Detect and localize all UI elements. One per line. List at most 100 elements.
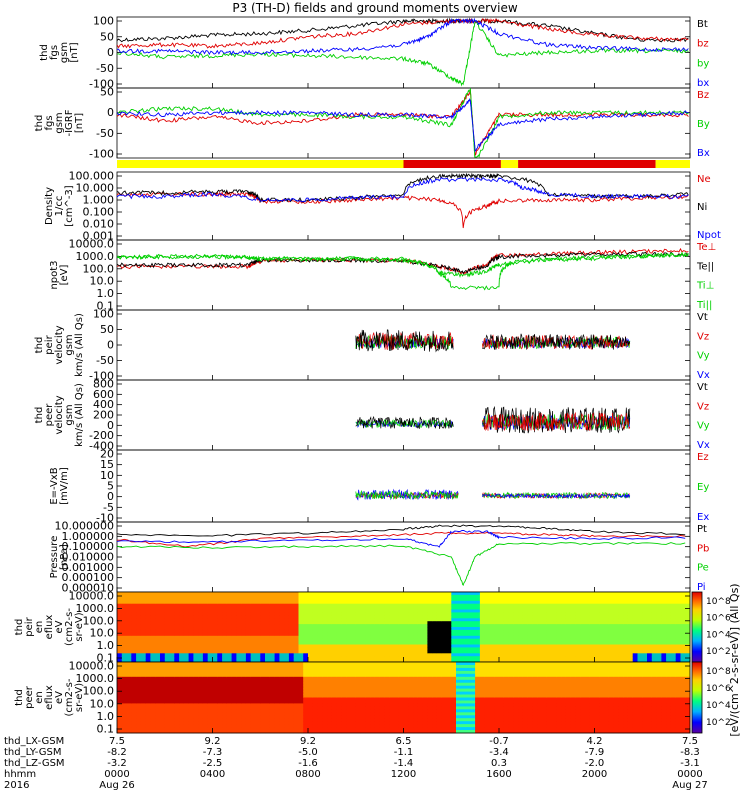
spectrogram-cell: [365, 703, 371, 707]
spectrogram-cell: [317, 715, 323, 719]
spectrogram-cell: [537, 612, 543, 616]
spectrogram-cell: [561, 644, 567, 648]
spectrogram-cell: [121, 676, 127, 681]
spectrogram-cell: [499, 629, 505, 634]
spectrogram-cell: [231, 615, 237, 619]
spectrogram-cell: [265, 691, 271, 695]
spectrogram-cell: [312, 615, 318, 619]
y-tick-label: 100: [93, 15, 114, 28]
spectrogram-cell: [436, 659, 443, 663]
spectrogram-cell: [126, 592, 132, 596]
spectrogram-cell: [341, 606, 347, 610]
spectrogram-cell: [298, 724, 304, 728]
spectrogram-cell: [346, 618, 352, 622]
spectrogram-cell: [585, 629, 591, 634]
spectrogram-cell: [260, 594, 266, 599]
spectrogram-cell: [121, 727, 127, 731]
spectrogram-cell: [145, 618, 151, 622]
spectrogram-cell: [179, 603, 185, 607]
spectrogram-cell: [308, 688, 314, 692]
spectrogram-cell: [465, 670, 471, 675]
spectrogram-cell: [384, 594, 390, 599]
spectrogram-cell: [193, 632, 199, 637]
spectrogram-cell: [241, 703, 247, 707]
spectrogram-cell: [164, 638, 170, 642]
spectrogram-cell: [374, 703, 381, 707]
spectrogram-cell: [169, 730, 175, 734]
spectrogram-cell: [336, 676, 342, 681]
spectrogram-cell: [422, 688, 428, 692]
spectrogram-cell: [389, 724, 395, 728]
spectrogram-cell: [613, 659, 619, 663]
spectrogram-cell: [489, 615, 495, 619]
spectrogram-cell: [561, 627, 567, 631]
spectrogram-cell: [580, 597, 586, 602]
spectrogram-cell: [465, 667, 471, 672]
spectrogram-cell: [379, 670, 385, 675]
spectrogram-cell: [255, 685, 261, 690]
spectrogram-cell: [522, 659, 529, 663]
spectrogram-cell: [546, 629, 552, 634]
spectrogram-cell: [193, 600, 199, 605]
spectrogram-cell: [117, 592, 123, 596]
spectrogram-cell: [503, 656, 509, 660]
spectrogram-cell: [427, 609, 433, 613]
spectrogram-cell: [422, 597, 428, 602]
spectrogram-cell: [394, 718, 400, 722]
spectrogram-cell: [370, 594, 376, 599]
spectrogram-cell: [293, 706, 299, 710]
spectrogram-cell: [546, 647, 552, 651]
spectrogram-cell: [432, 673, 438, 678]
spectrogram-cell: [226, 647, 232, 651]
spectrogram-cell: [460, 679, 466, 684]
spectrogram-cell: [284, 665, 290, 669]
spectrogram-cell: [169, 700, 175, 704]
spectrogram-cell: [465, 715, 471, 719]
spectrogram-cell: [207, 712, 213, 716]
spectrogram-cell: [288, 688, 295, 692]
spectrogram-cell: [245, 656, 252, 660]
spectrogram-cell: [160, 727, 166, 731]
spectrogram-cell: [169, 618, 175, 622]
spectrogram-cell: [336, 709, 342, 713]
spectrogram-cell: [303, 618, 309, 622]
spectrogram-cell: [680, 644, 686, 648]
spectrogram-cell: [298, 691, 304, 695]
spectrogram-cell: [408, 709, 414, 713]
spectrogram-cell: [274, 656, 280, 660]
spectrogram-cell: [121, 662, 127, 666]
spectrogram-cell: [422, 685, 428, 690]
spectrogram-cell: [136, 718, 142, 722]
spectrogram-cell: [413, 624, 419, 628]
spectrogram-cell: [255, 638, 261, 642]
spectrogram-cell: [226, 629, 232, 634]
spectrogram-cell: [222, 676, 228, 681]
spectrogram-cell: [336, 727, 342, 731]
spectrogram-cell: [675, 647, 681, 651]
spectrogram-cell: [160, 632, 166, 637]
spectrogram-cell: [284, 627, 290, 631]
spectrogram-cell: [561, 592, 567, 596]
spectrogram-cell: [365, 688, 371, 692]
spectrogram-cell: [298, 676, 304, 681]
spectrogram-cell: [293, 594, 299, 599]
spectrogram-cell: [403, 727, 409, 731]
spectrogram-cell: [217, 592, 223, 596]
spectrogram-cell: [656, 609, 662, 613]
spectrogram-cell: [188, 673, 194, 678]
spectrogram-cell: [308, 712, 314, 716]
spectrogram-cell: [274, 724, 280, 728]
spectrogram-cell: [169, 670, 175, 675]
spectrogram-cell: [408, 724, 414, 728]
spectrogram-cell: [155, 688, 161, 692]
spectrogram-cell: [408, 624, 414, 628]
spectrogram-cell: [417, 694, 423, 698]
spectrogram-cell: [427, 727, 433, 731]
spectrogram-cell: [250, 715, 256, 719]
spectrogram-cell: [317, 685, 323, 690]
spectrogram-cell: [432, 709, 438, 713]
spectrogram-cell: [661, 638, 667, 642]
spectrogram-cell: [422, 662, 428, 666]
spectrogram-cell: [627, 592, 634, 596]
